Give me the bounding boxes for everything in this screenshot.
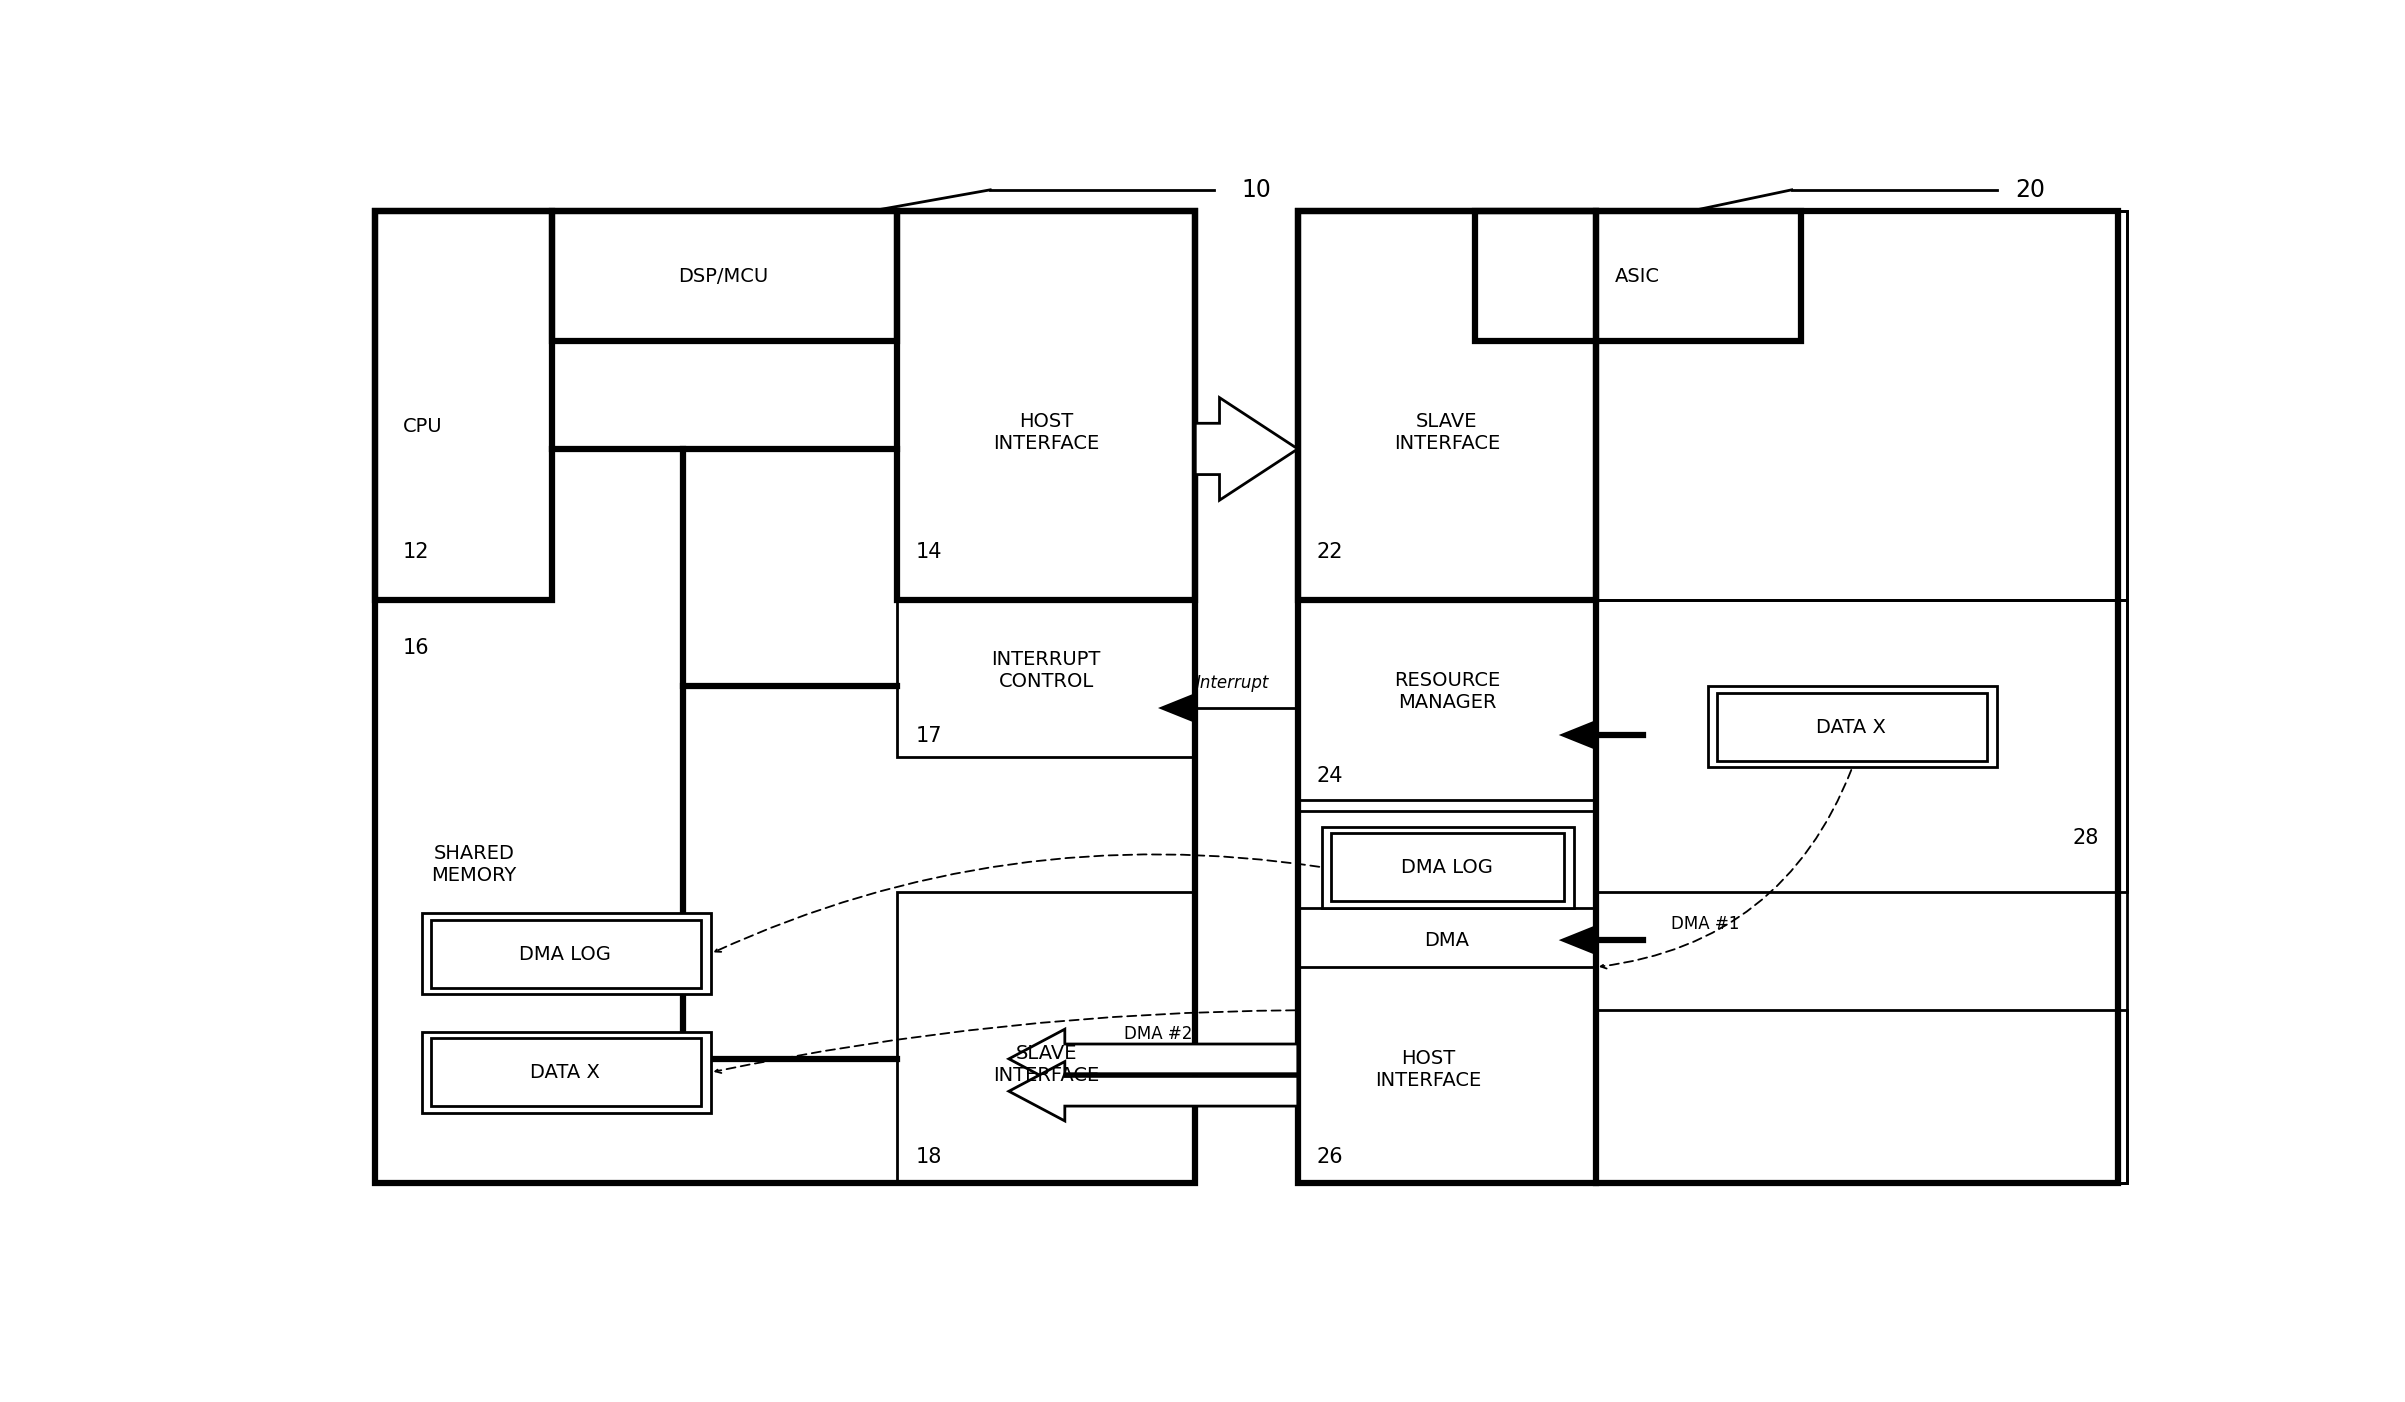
Bar [1332,833,1563,901]
Text: INTERRUPT
CONTROL: INTERRUPT CONTROL [991,649,1101,691]
Bar [553,212,897,341]
Text: SHARED
MEMORY: SHARED MEMORY [430,844,517,885]
FancyArrow shape [1563,927,1597,953]
Text: 26: 26 [1316,1147,1342,1166]
Text: SLAVE
INTERFACE: SLAVE INTERFACE [1395,412,1501,453]
Text: 28: 28 [2073,827,2100,848]
Text: RESOURCE
MANAGER: RESOURCE MANAGER [1395,672,1501,712]
Polygon shape [1010,1061,1299,1122]
Bar [1717,693,1987,761]
Text: DMA #2: DMA #2 [1123,1025,1193,1043]
FancyArrow shape [1162,694,1195,722]
Bar [375,212,553,600]
Polygon shape [1010,1029,1299,1088]
Text: 14: 14 [916,543,943,562]
Bar [1597,212,2126,1183]
Text: 20: 20 [2015,178,2044,202]
Bar [375,212,1195,1183]
Bar [897,600,1195,757]
Text: 18: 18 [916,1147,943,1166]
Text: 12: 12 [404,543,430,562]
Text: SLAVE
INTERFACE: SLAVE INTERFACE [993,1043,1099,1085]
Bar [1299,212,1597,600]
Bar [1323,827,1573,907]
Bar [1597,212,2126,600]
Text: 22: 22 [1316,543,1342,562]
Bar [421,1032,712,1113]
FancyArrow shape [1563,722,1597,749]
Bar [430,920,702,987]
Bar [1299,212,2119,1183]
Bar [1708,687,1996,767]
Bar [1474,212,1801,341]
Text: 24: 24 [1316,765,1342,785]
Polygon shape [1195,398,1299,501]
Text: DATA X: DATA X [532,1063,601,1082]
Bar [1299,600,1597,799]
Text: HOST
INTERFACE: HOST INTERFACE [1376,1049,1481,1091]
Text: DMA LOG: DMA LOG [1402,858,1494,878]
Bar [1597,1011,2126,1183]
Bar [430,1039,702,1106]
Text: HOST
INTERFACE: HOST INTERFACE [993,412,1099,453]
Text: DATA X: DATA X [1816,718,1886,737]
Text: DSP/MCU: DSP/MCU [678,266,770,286]
Text: DMA LOG: DMA LOG [519,945,611,963]
Text: CPU: CPU [404,416,443,436]
Text: DMA: DMA [1424,931,1469,949]
Bar [1299,810,1597,1183]
Text: 16: 16 [404,638,430,658]
Bar [1597,600,2126,892]
Text: 17: 17 [916,726,943,746]
Text: DMA #1: DMA #1 [1671,916,1739,932]
Text: ASIC: ASIC [1614,266,1659,286]
Bar [421,913,712,994]
Bar [897,212,1195,600]
Text: 10: 10 [1241,178,1272,202]
Bar [897,892,1195,1183]
Text: Interrupt: Interrupt [1195,674,1270,691]
